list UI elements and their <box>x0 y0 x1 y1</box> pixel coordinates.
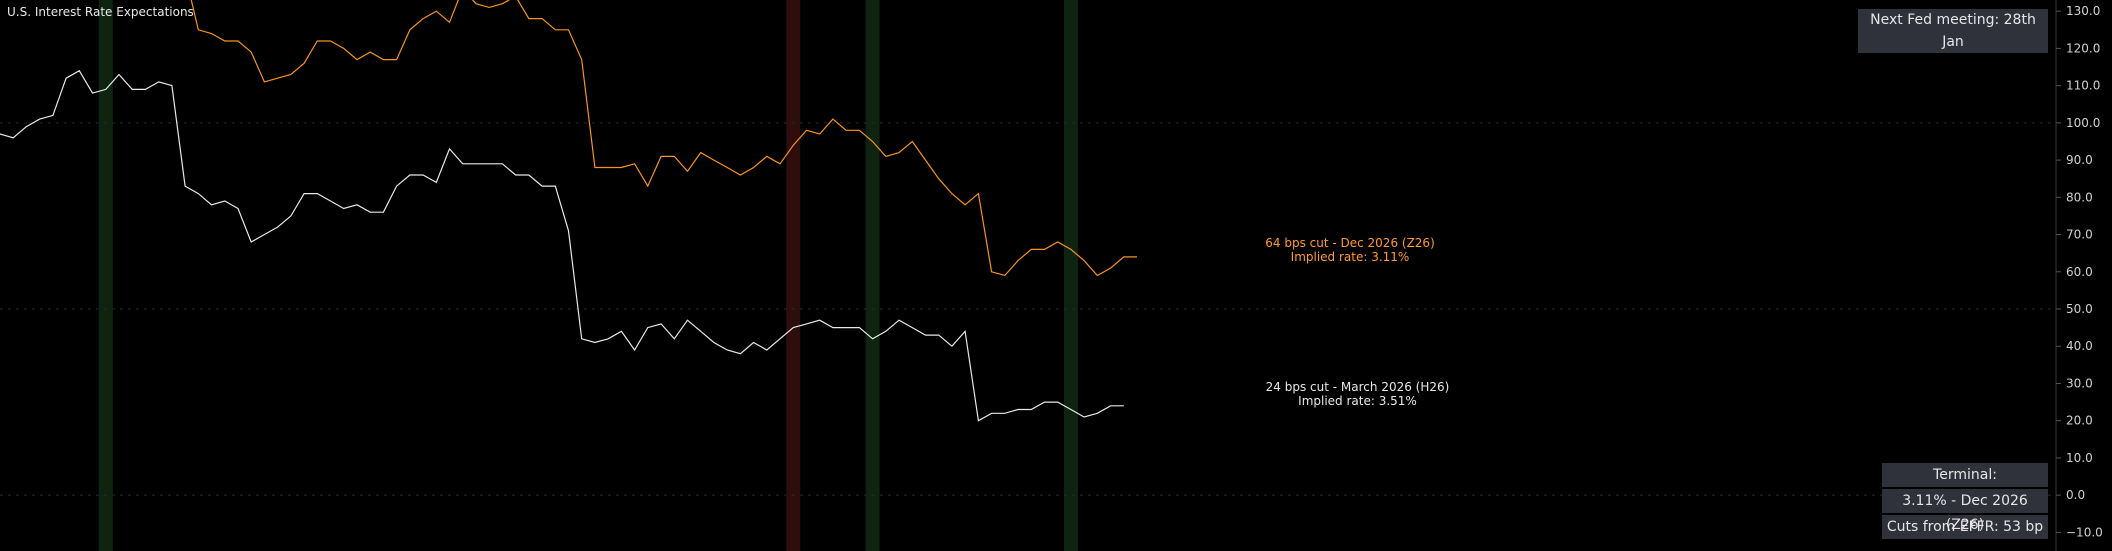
z26-series-line <box>190 0 1137 277</box>
y-tick-label: 100.0 <box>2066 116 2100 130</box>
h26-series-label: 24 bps cut - March 2026 (H26) Implied ra… <box>1255 380 1460 408</box>
series-lines <box>0 0 1137 422</box>
y-tick-label: −10.0 <box>2066 525 2103 539</box>
terminal-heading: Terminal: <box>1882 463 2048 487</box>
h26-series-line <box>0 69 1124 422</box>
terminal-value: 3.11% - Dec 2026 (Z26) <box>1882 489 2048 533</box>
h26-cut-label: 24 bps cut - March 2026 (H26) <box>1265 380 1450 394</box>
z26-implied-rate-label: Implied rate: 3.11% <box>1290 250 1410 264</box>
highlight-band-green <box>98 0 113 551</box>
h26-implied-rate-label: Implied rate: 3.51% <box>1298 394 1417 408</box>
next-fed-meeting-badge: Next Fed meeting: 28th Jan <box>1858 9 2048 53</box>
z26-series-label: 64 bps cut - Dec 2026 (Z26) Implied rate… <box>1255 236 1445 264</box>
y-tick-label: 130.0 <box>2066 4 2100 18</box>
meeting-highlight-bands <box>98 0 1078 551</box>
y-tick-label: 30.0 <box>2066 376 2093 390</box>
terminal-panel: Terminal: 3.11% - Dec 2026 (Z26) Cuts fr… <box>1882 463 2048 541</box>
y-tick-label: 0.0 <box>2066 488 2085 502</box>
y-tick-label: 70.0 <box>2066 228 2093 242</box>
highlight-band-green <box>865 0 880 551</box>
y-tick-label: 20.0 <box>2066 414 2093 428</box>
y-tick-label: 110.0 <box>2066 79 2100 93</box>
z26-cut-label: 64 bps cut - Dec 2026 (Z26) <box>1265 236 1435 250</box>
y-tick-label: 80.0 <box>2066 190 2093 204</box>
y-tick-label: 40.0 <box>2066 339 2093 353</box>
chart-title: U.S. Interest Rate Expectations <box>7 5 194 19</box>
horizontal-grid <box>0 122 2056 496</box>
y-tick-label: 60.0 <box>2066 265 2093 279</box>
y-tick-label: 90.0 <box>2066 153 2093 167</box>
y-tick-label: 10.0 <box>2066 451 2093 465</box>
y-tick-label: 120.0 <box>2066 41 2100 55</box>
highlight-band-red <box>786 0 801 551</box>
y-tick-label: 50.0 <box>2066 302 2093 316</box>
y-axis-ticks: 130.0 120.0 110.0 100.0 90.0 80.0 70.0 60.0 50.0… <box>2056 4 2103 539</box>
highlight-band-green <box>1063 0 1078 551</box>
terminal-cuts: Cuts from EFFR: 53 bp <box>1882 515 2048 539</box>
